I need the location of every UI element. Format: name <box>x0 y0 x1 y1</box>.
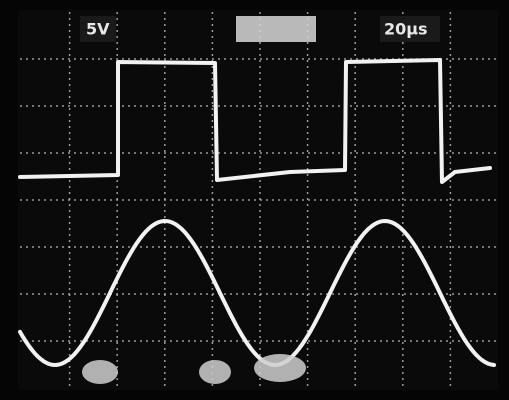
bottom-blob <box>199 360 231 384</box>
label-blob <box>236 16 316 42</box>
oscilloscope-screen: 5V 20µs <box>0 0 509 400</box>
bottom-blob <box>82 360 118 384</box>
bottom-blob <box>254 354 306 382</box>
channel-scale-label: 5V <box>86 20 110 39</box>
timebase-label: 20µs <box>384 20 428 39</box>
